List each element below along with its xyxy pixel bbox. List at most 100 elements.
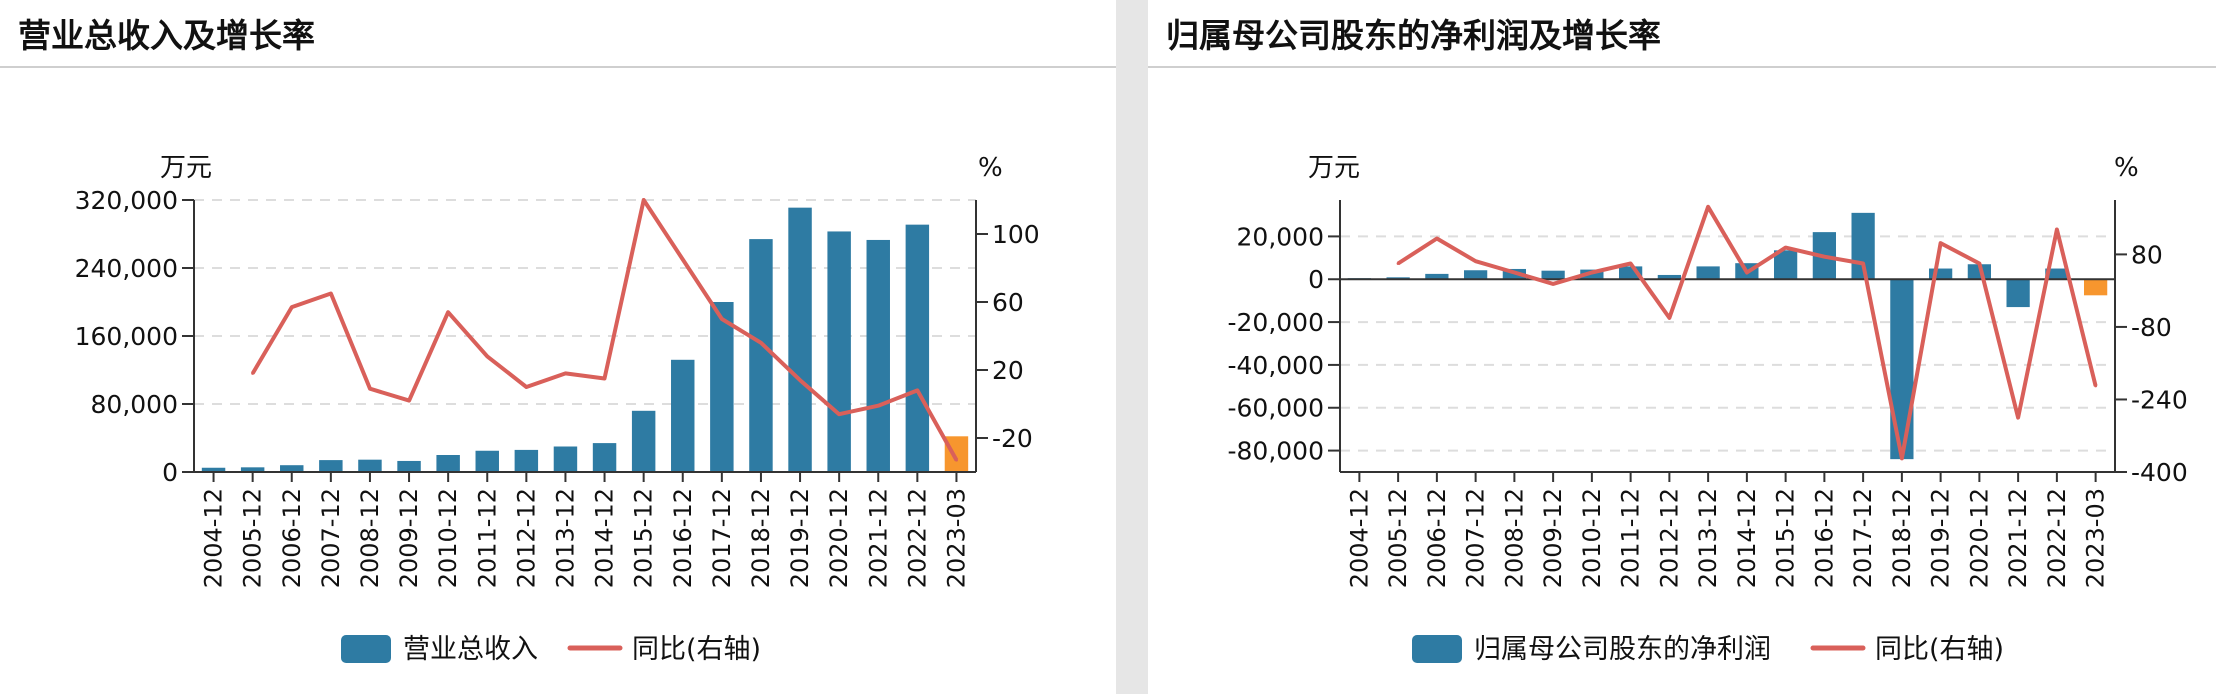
y2-tick-label: 60 xyxy=(992,288,1024,317)
yoy-point-2009-12 xyxy=(1551,282,1555,286)
y-tick-label: 0 xyxy=(162,458,178,487)
x-tick-label: 2020-12 xyxy=(825,488,853,588)
yoy-point-2009-12 xyxy=(407,399,411,403)
y2-tick-label: -240 xyxy=(2131,385,2188,414)
x-tick-label: 2017-12 xyxy=(1849,488,1877,588)
bar-2022-12 xyxy=(905,224,930,472)
bar-2004-12 xyxy=(201,467,226,472)
x-tick-label: 2011-12 xyxy=(473,488,501,588)
x-tick-label: 2006-12 xyxy=(1423,488,1451,588)
x-tick-label: 2019-12 xyxy=(786,488,814,588)
net-profit-panel: 归属母公司股东的净利润及增长率 万元% -80,000 -60,000 -40,000… xyxy=(1148,0,2216,694)
yoy-point-2016-12 xyxy=(1822,255,1826,259)
x-tick-label: 2013-12 xyxy=(1694,488,1722,588)
yoy-point-2015-12 xyxy=(1784,246,1788,250)
x-tick-label: 2010-12 xyxy=(1578,488,1606,588)
bar-2009-12 xyxy=(397,460,421,472)
yoy-point-2012-12 xyxy=(1667,316,1671,320)
yoy-point-2019-12 xyxy=(1939,241,1943,245)
y2-axis-unit: % xyxy=(978,153,1003,183)
yoy-point-2008-12 xyxy=(368,387,372,391)
bar-2023-03 xyxy=(2084,279,2108,296)
bar-2010-12 xyxy=(436,455,460,472)
y2-tick-label: 100 xyxy=(992,220,1040,249)
y2-tick-label: -80 xyxy=(2131,313,2172,342)
y-axis-unit: 万元 xyxy=(160,153,212,183)
net-profit-chart-title: 归属母公司股东的净利润及增长率 xyxy=(1166,16,1661,55)
x-tick-label: 2016-12 xyxy=(669,488,697,588)
bar-2006-12 xyxy=(280,465,304,472)
y-tick-label: 20,000 xyxy=(1237,222,1324,251)
x-tick-label: 2010-12 xyxy=(434,488,462,588)
bar-2020-12 xyxy=(1967,264,1991,280)
revenue-chart: 万元 % 0 80,000 160,000 240,000 320,000 -20 20 60 10… xyxy=(75,153,1040,665)
yoy-point-2011-12 xyxy=(485,354,489,358)
bar-2017-12 xyxy=(710,302,734,472)
x-tick-label: 2004-12 xyxy=(200,488,228,588)
bar-2018-12 xyxy=(1890,279,1914,460)
yoy-point-2022-12 xyxy=(915,388,919,392)
bar-2013-12 xyxy=(553,446,578,472)
y-tick-label: 160,000 xyxy=(75,322,178,351)
x-tick-label: 2007-12 xyxy=(317,488,345,588)
x-tick-label: 2017-12 xyxy=(708,488,736,588)
bar-2007-12 xyxy=(319,460,343,472)
bar-2019-12 xyxy=(788,207,812,472)
x-tick-label: 2015-12 xyxy=(630,488,658,588)
x-tick-label: 2012-12 xyxy=(512,488,540,588)
yoy-point-2010-12 xyxy=(446,310,450,314)
x-tick-label: 2009-12 xyxy=(1539,488,1567,588)
yoy-point-2016-12 xyxy=(681,258,685,261)
x-tick-label: 2014-12 xyxy=(1733,488,1761,588)
y-tick-label: -40,000 xyxy=(1228,351,1325,380)
bar-2018-12 xyxy=(749,239,773,472)
x-tick-label: 2021-12 xyxy=(2004,488,2032,588)
bar-2023-03 xyxy=(944,436,969,472)
bar-2007-12 xyxy=(1464,270,1488,280)
yoy-point-2015-12 xyxy=(642,198,646,202)
revenue-panel: 营业总收入及增长率 万元% 0 80,000 160,000 240,000 320,00… xyxy=(0,0,1116,694)
y-axis-unit: 万元 xyxy=(1308,153,1360,183)
revenue-chart-title: 营业总收入及增长率 xyxy=(18,16,315,55)
yoy-point-2018-12 xyxy=(759,341,763,345)
yoy-point-2011-12 xyxy=(1629,261,1633,265)
x-tick-label: 2022-12 xyxy=(2043,488,2071,588)
bar-2015-12 xyxy=(1774,250,1798,280)
y2-axis-unit: % xyxy=(2114,153,2139,183)
yoy-point-2013-12 xyxy=(1706,205,1710,209)
yoy-point-2020-12 xyxy=(837,412,841,416)
yoy-point-2017-12 xyxy=(720,317,724,321)
yoy-point-2006-12 xyxy=(1435,237,1439,241)
x-tick-label: 2009-12 xyxy=(395,488,423,588)
legend-bar-label: 归属母公司股东的净利润 xyxy=(1474,634,1771,665)
y-tick-label: -20,000 xyxy=(1228,308,1325,337)
title-divider xyxy=(1148,66,2216,68)
yoy-point-2018-12 xyxy=(1900,456,1904,460)
bar-2021-12 xyxy=(866,239,890,472)
x-tick-label: 2008-12 xyxy=(356,488,384,588)
x-tick-label: 2019-12 xyxy=(1927,488,1955,588)
yoy-point-2012-12 xyxy=(524,385,528,389)
yoy-point-2017-12 xyxy=(1861,261,1865,265)
y2-tick-label: -400 xyxy=(2131,458,2188,487)
bar-2022-12 xyxy=(2045,268,2069,280)
yoy-line xyxy=(1397,204,2098,461)
y2-tick-label: 80 xyxy=(2131,240,2163,269)
yoy-point-2021-12 xyxy=(876,404,880,408)
legend-line-label: 同比(右轴) xyxy=(632,634,761,665)
x-tick-label: 2006-12 xyxy=(278,488,306,588)
x-tick-label: 2015-12 xyxy=(1772,488,1800,588)
y-tick-label: 240,000 xyxy=(75,254,178,283)
x-tick-label: 2023-03 xyxy=(2082,488,2110,588)
x-tick-label: 2018-12 xyxy=(1888,488,1916,588)
bar-2016-12 xyxy=(671,359,695,472)
bar-2011-12 xyxy=(475,450,499,472)
x-tick-label: 2012-12 xyxy=(1655,488,1683,588)
bar-2019-12 xyxy=(1929,268,1953,280)
bar-2009-12 xyxy=(1541,270,1565,280)
yoy-point-2020-12 xyxy=(1977,261,1981,265)
x-tick-label: 2008-12 xyxy=(1500,488,1528,588)
bar-2015-12 xyxy=(631,410,656,472)
yoy-point-2008-12 xyxy=(1512,271,1516,275)
bar-2014-12 xyxy=(592,443,617,472)
